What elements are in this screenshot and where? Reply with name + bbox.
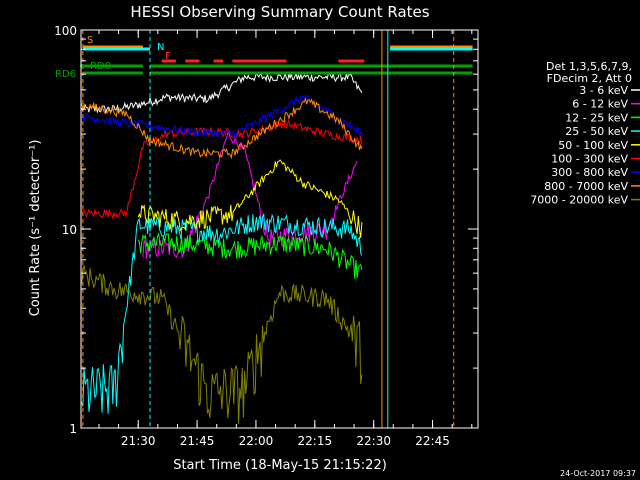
legend-label-6: 300 - 800 keV — [551, 166, 628, 179]
legend-label-3: 25 - 50 keV — [565, 125, 628, 138]
flag-label-rd6: RD6 — [55, 69, 76, 80]
series-line-3 — [81, 213, 363, 414]
series-line-7 — [81, 97, 363, 160]
x-tick-label-5: 22:45 — [415, 434, 450, 448]
footer-date: 24-Oct-2017 09:37 — [560, 469, 636, 478]
legend-header-0: Det 1,3,5,6,7,9, — [546, 60, 632, 73]
x-tick-label-4: 22:30 — [356, 434, 391, 448]
x-tick-label-1: 21:45 — [180, 434, 215, 448]
x-tick-label-3: 22:15 — [298, 434, 333, 448]
flag-label-s: S — [87, 35, 93, 46]
series-line-5 — [81, 118, 363, 220]
x-axis-label: Start Time (18-May-15 21:15:22) — [173, 458, 387, 473]
y-axis-label: Count Rate (s⁻¹ detector⁻¹) — [28, 140, 43, 317]
legend-label-2: 12 - 25 keV — [565, 111, 628, 124]
series-line-4 — [137, 159, 363, 238]
legend-label-8: 7000 - 20000 keV — [530, 194, 628, 207]
legend-label-4: 50 - 100 keV — [558, 139, 628, 152]
legend-label-7: 800 - 7000 keV — [544, 180, 628, 193]
y-tick-label-1: 10 — [62, 223, 77, 237]
flag-label-n: N — [157, 42, 164, 53]
chart-title: HESSI Observing Summary Count Rates — [130, 3, 429, 21]
legend-label-0: 3 - 6 keV — [579, 84, 628, 97]
legend-header-1: FDecim 2, Att 0 — [547, 72, 632, 85]
legend: Det 1,3,5,6,7,9,FDecim 2, Att 03 - 6 keV… — [530, 60, 640, 207]
legend-label-5: 100 - 300 keV — [551, 153, 628, 166]
series-line-6 — [81, 95, 363, 139]
x-tick-label-0: 21:30 — [121, 434, 156, 448]
legend-label-1: 6 - 12 keV — [572, 98, 628, 111]
x-tick-label-2: 22:00 — [239, 434, 274, 448]
flag-label-f: F — [165, 51, 171, 62]
plot-area — [81, 30, 473, 428]
series-line-2 — [137, 232, 363, 279]
series-line-0 — [81, 71, 363, 115]
y-tick-label-2: 100 — [54, 24, 77, 38]
flag-label-rd0: RD0 — [90, 61, 111, 72]
y-tick-label-0: 1 — [69, 422, 77, 436]
series-line-8 — [81, 265, 363, 424]
